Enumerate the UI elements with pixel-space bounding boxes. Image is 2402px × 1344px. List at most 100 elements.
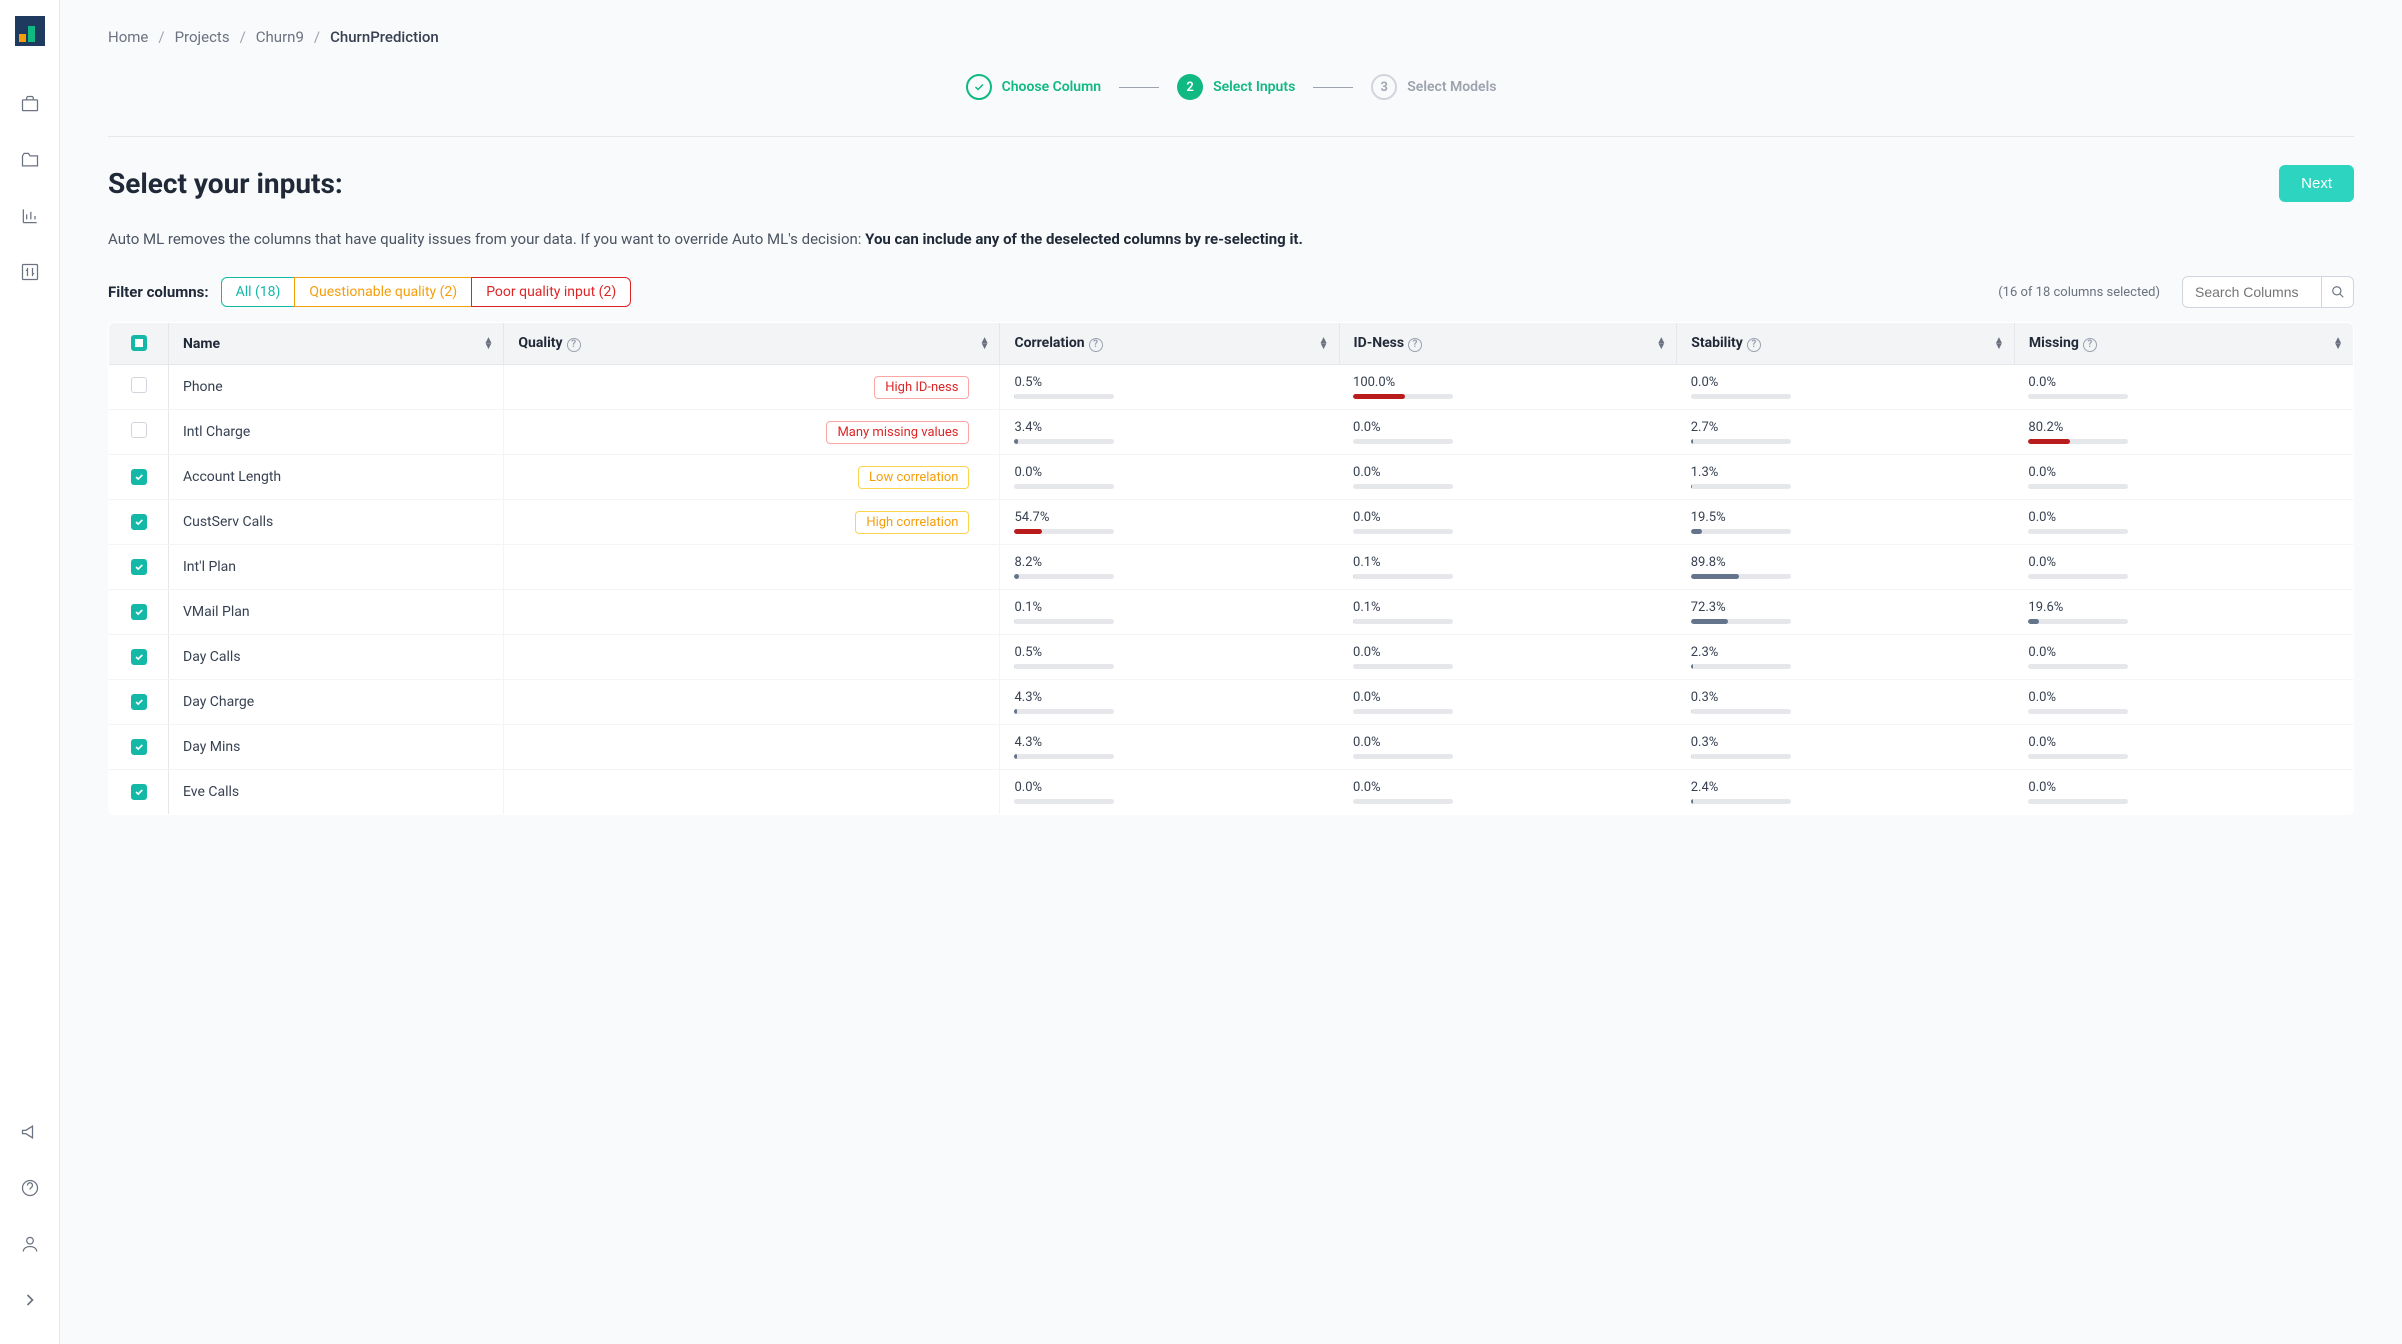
announce-icon[interactable] xyxy=(20,1122,40,1142)
row-checkbox[interactable] xyxy=(131,559,147,575)
cell-stability: 0.3% xyxy=(1677,725,2015,770)
info-icon[interactable]: ? xyxy=(567,338,581,352)
row-checkbox[interactable] xyxy=(131,694,147,710)
page-description: Auto ML removes the columns that have qu… xyxy=(108,230,2354,248)
row-checkbox[interactable] xyxy=(131,514,147,530)
main-content: Home / Projects / Churn9 / ChurnPredicti… xyxy=(60,0,2402,1344)
cell-missing: 19.6% xyxy=(2014,590,2353,635)
cell-check xyxy=(109,455,169,500)
search-input[interactable] xyxy=(2182,276,2322,308)
filter-all[interactable]: All (18) xyxy=(221,277,296,307)
sort-icon[interactable]: ▲▼ xyxy=(980,338,990,350)
search-wrap xyxy=(2182,276,2354,308)
slider-icon[interactable] xyxy=(20,262,40,282)
breadcrumb-home[interactable]: Home xyxy=(108,28,148,46)
row-checkbox[interactable] xyxy=(131,469,147,485)
col-correlation[interactable]: Correlation?▲▼ xyxy=(1000,323,1339,365)
cell-correlation: 8.2% xyxy=(1000,545,1339,590)
step-label: Select Models xyxy=(1407,79,1496,95)
info-icon[interactable]: ? xyxy=(1747,338,1761,352)
cell-name: Day Calls xyxy=(169,635,504,680)
step-line xyxy=(1313,87,1353,88)
cell-name: Account Length xyxy=(169,455,504,500)
sort-icon[interactable]: ▲▼ xyxy=(1656,338,1666,350)
folder-icon[interactable] xyxy=(20,150,40,170)
cell-quality: High ID-ness xyxy=(504,365,1000,410)
row-checkbox[interactable] xyxy=(131,649,147,665)
row-checkbox[interactable] xyxy=(131,422,147,438)
sort-icon[interactable]: ▲▼ xyxy=(483,338,493,350)
next-button[interactable]: Next xyxy=(2279,165,2354,202)
page-title: Select your inputs: xyxy=(108,167,343,200)
filter-questionable[interactable]: Questionable quality (2) xyxy=(294,277,472,307)
breadcrumb-projects[interactable]: Projects xyxy=(175,28,230,46)
cell-stability: 2.3% xyxy=(1677,635,2015,680)
cell-name: Intl Charge xyxy=(169,410,504,455)
table-row: Eve Calls0.0%0.0%2.4%0.0% xyxy=(109,770,2354,815)
cell-correlation: 54.7% xyxy=(1000,500,1339,545)
breadcrumb-sep: / xyxy=(158,28,164,46)
search-button[interactable] xyxy=(2322,276,2354,308)
cell-check xyxy=(109,365,169,410)
cell-name: CustServ Calls xyxy=(169,500,504,545)
cell-correlation: 0.0% xyxy=(1000,770,1339,815)
sort-icon[interactable]: ▲▼ xyxy=(1319,338,1329,350)
col-idness[interactable]: ID-Ness?▲▼ xyxy=(1339,323,1677,365)
cell-idness: 0.0% xyxy=(1339,410,1677,455)
info-icon[interactable]: ? xyxy=(1089,338,1103,352)
info-icon[interactable]: ? xyxy=(2083,338,2097,352)
cell-quality: High correlation xyxy=(504,500,1000,545)
cell-quality xyxy=(504,770,1000,815)
cell-quality xyxy=(504,725,1000,770)
col-quality[interactable]: Quality?▲▼ xyxy=(504,323,1000,365)
sort-icon[interactable]: ▲▼ xyxy=(1994,338,2004,350)
cell-quality: Low correlation xyxy=(504,455,1000,500)
breadcrumb-project[interactable]: Churn9 xyxy=(256,28,304,46)
cell-quality: Many missing values xyxy=(504,410,1000,455)
row-checkbox[interactable] xyxy=(131,377,147,393)
cell-missing: 0.0% xyxy=(2014,680,2353,725)
cell-check xyxy=(109,680,169,725)
cell-missing: 0.0% xyxy=(2014,635,2353,680)
table-row: Int'l Plan8.2%0.1%89.8%0.0% xyxy=(109,545,2354,590)
cell-idness: 0.0% xyxy=(1339,725,1677,770)
cell-idness: 0.0% xyxy=(1339,680,1677,725)
cell-missing: 0.0% xyxy=(2014,770,2353,815)
cell-quality xyxy=(504,545,1000,590)
cell-stability: 72.3% xyxy=(1677,590,2015,635)
cell-quality xyxy=(504,680,1000,725)
cell-missing: 80.2% xyxy=(2014,410,2353,455)
cell-name: Int'l Plan xyxy=(169,545,504,590)
cell-name: VMail Plan xyxy=(169,590,504,635)
row-checkbox[interactable] xyxy=(131,784,147,800)
quality-tag: High ID-ness xyxy=(874,376,969,399)
row-checkbox[interactable] xyxy=(131,604,147,620)
sort-icon[interactable]: ▲▼ xyxy=(2333,338,2343,350)
cell-stability: 89.8% xyxy=(1677,545,2015,590)
chart-icon[interactable] xyxy=(20,206,40,226)
cell-idness: 0.0% xyxy=(1339,455,1677,500)
row-checkbox[interactable] xyxy=(131,739,147,755)
cell-idness: 0.0% xyxy=(1339,635,1677,680)
filter-poor[interactable]: Poor quality input (2) xyxy=(471,277,631,307)
desc-prefix: Auto ML removes the columns that have qu… xyxy=(108,230,865,248)
user-icon[interactable] xyxy=(20,1234,40,1254)
briefcase-icon[interactable] xyxy=(20,94,40,114)
breadcrumb-sep: / xyxy=(314,28,320,46)
select-all-checkbox[interactable] xyxy=(131,335,147,351)
cell-correlation: 0.1% xyxy=(1000,590,1339,635)
step-choose-column[interactable]: Choose Column xyxy=(966,74,1102,100)
step-select-inputs[interactable]: 2 Select Inputs xyxy=(1177,74,1295,100)
col-stability[interactable]: Stability?▲▼ xyxy=(1677,323,2015,365)
cell-stability: 0.3% xyxy=(1677,680,2015,725)
col-name[interactable]: Name▲▼ xyxy=(169,323,504,365)
help-icon[interactable] xyxy=(20,1178,40,1198)
cell-check xyxy=(109,770,169,815)
chevron-right-icon[interactable] xyxy=(20,1290,40,1310)
info-icon[interactable]: ? xyxy=(1408,338,1422,352)
col-missing[interactable]: Missing?▲▼ xyxy=(2014,323,2353,365)
col-check[interactable] xyxy=(109,323,169,365)
cell-check xyxy=(109,410,169,455)
cell-missing: 0.0% xyxy=(2014,725,2353,770)
step-select-models[interactable]: 3 Select Models xyxy=(1371,74,1496,100)
